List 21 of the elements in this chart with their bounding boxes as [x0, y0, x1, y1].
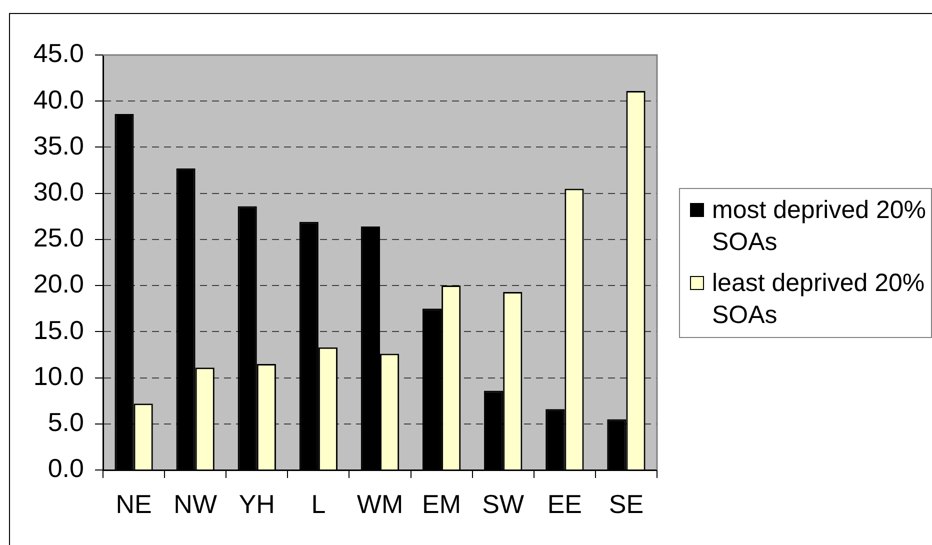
x-tick-label: YH [238, 488, 275, 519]
y-tick-label: 35.0 [33, 130, 84, 160]
x-tick-label: NW [174, 488, 218, 519]
legend-label: least deprived 20% SOAs [712, 268, 926, 331]
legend-label: most deprived 20% SOAs [712, 195, 928, 258]
x-tick-label: L [311, 488, 326, 519]
y-tick-label: 0.0 [48, 453, 84, 484]
y-tick-label: 30.0 [33, 176, 84, 207]
y-tick-label: 15.0 [33, 314, 84, 345]
x-tick-label: SE [608, 488, 644, 519]
y-tick-label: 5.0 [48, 407, 84, 438]
x-tick-label: SW [482, 488, 525, 519]
x-tick-label: NE [116, 488, 152, 519]
y-tick-label: 45.0 [33, 38, 84, 68]
y-tick-label: 25.0 [33, 222, 84, 253]
y-tick-label: 40.0 [33, 84, 84, 114]
y-tick-label: 20.0 [33, 268, 84, 299]
y-tick-label: 10.0 [33, 360, 84, 391]
x-tick-label: EE [547, 488, 582, 519]
x-tick-label: WM [356, 488, 404, 519]
x-tick-label: EM [422, 488, 462, 519]
